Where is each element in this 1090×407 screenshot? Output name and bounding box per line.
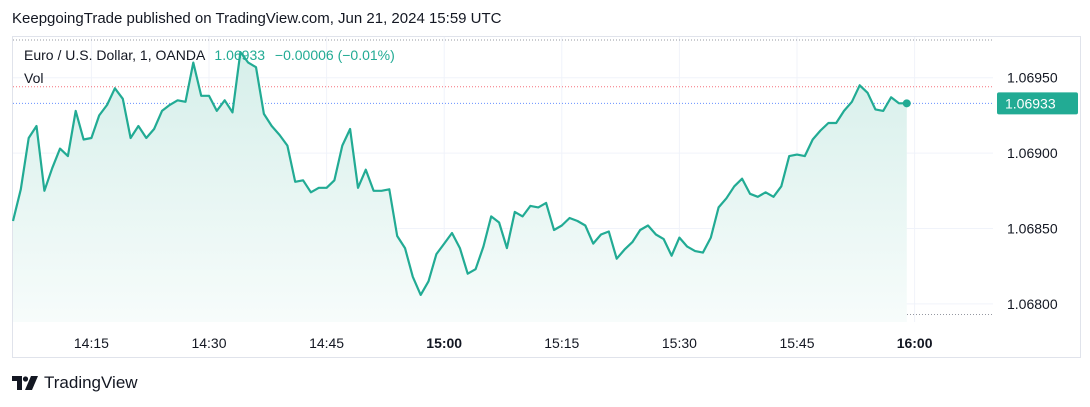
time-tick-label: 14:45 (309, 335, 344, 351)
tradingview-logo-icon (12, 376, 38, 390)
last-price-value: 1.06933 (214, 47, 266, 63)
symbol-label[interactable]: Euro / U.S. Dollar, 1, OANDA (24, 47, 205, 63)
volume-indicator-label[interactable]: Vol (24, 70, 44, 86)
time-tick-label: 14:15 (74, 335, 109, 351)
price-line (11, 51, 907, 296)
last-price-label: 1.06933 (997, 92, 1078, 115)
time-axis[interactable]: 14:15 14:30 14:45 15:00 15:15 15:30 15:45 16:00 (74, 335, 933, 351)
publish-header: KeepgoingTrade published on TradingView.… (12, 10, 502, 27)
last-price-marker (902, 99, 911, 108)
price-area-fill (13, 52, 907, 322)
tradingview-brand[interactable]: TradingView (44, 373, 138, 392)
time-tick-label: 16:00 (897, 335, 933, 351)
chart-frame (12, 36, 1081, 358)
time-tick-label: 15:15 (544, 335, 579, 351)
time-tick-label: 15:00 (426, 335, 462, 351)
price-tick-label: 1.06850 (1007, 221, 1058, 237)
price-tick-label: 1.06950 (1007, 70, 1058, 86)
chart-legend: Euro / U.S. Dollar, 1, OANDA 1.06933 −0.… (24, 47, 395, 63)
last-price-label-text: 1.06933 (1005, 95, 1056, 111)
price-tick-label: 1.06900 (1007, 145, 1058, 161)
price-tick-label: 1.06800 (1007, 296, 1058, 312)
time-tick-label: 15:45 (779, 335, 814, 351)
time-tick-label: 14:30 (191, 335, 226, 351)
price-change-value: −0.00006 (−0.01%) (274, 47, 395, 63)
time-tick-label: 15:30 (662, 335, 697, 351)
price-axis[interactable]: 1.06950 1.06900 1.06850 1.06800 (1007, 70, 1058, 312)
footer: TradingView (12, 373, 138, 393)
